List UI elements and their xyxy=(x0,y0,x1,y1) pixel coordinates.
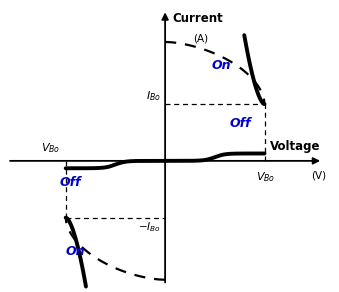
Text: $V_{Bo}$: $V_{Bo}$ xyxy=(256,170,276,184)
Text: Off: Off xyxy=(230,117,251,130)
Text: Off: Off xyxy=(60,176,81,190)
Text: (A): (A) xyxy=(193,34,208,44)
Text: (V): (V) xyxy=(311,170,326,180)
Text: Voltage: Voltage xyxy=(270,140,320,153)
Text: $-I_{Bo}$: $-I_{Bo}$ xyxy=(138,220,161,234)
Text: Current: Current xyxy=(173,12,223,25)
Text: $V_{Bo}$: $V_{Bo}$ xyxy=(41,142,60,155)
Text: $I_{Bo}$: $I_{Bo}$ xyxy=(146,89,161,103)
Text: On: On xyxy=(66,246,85,258)
Text: On: On xyxy=(212,59,232,72)
